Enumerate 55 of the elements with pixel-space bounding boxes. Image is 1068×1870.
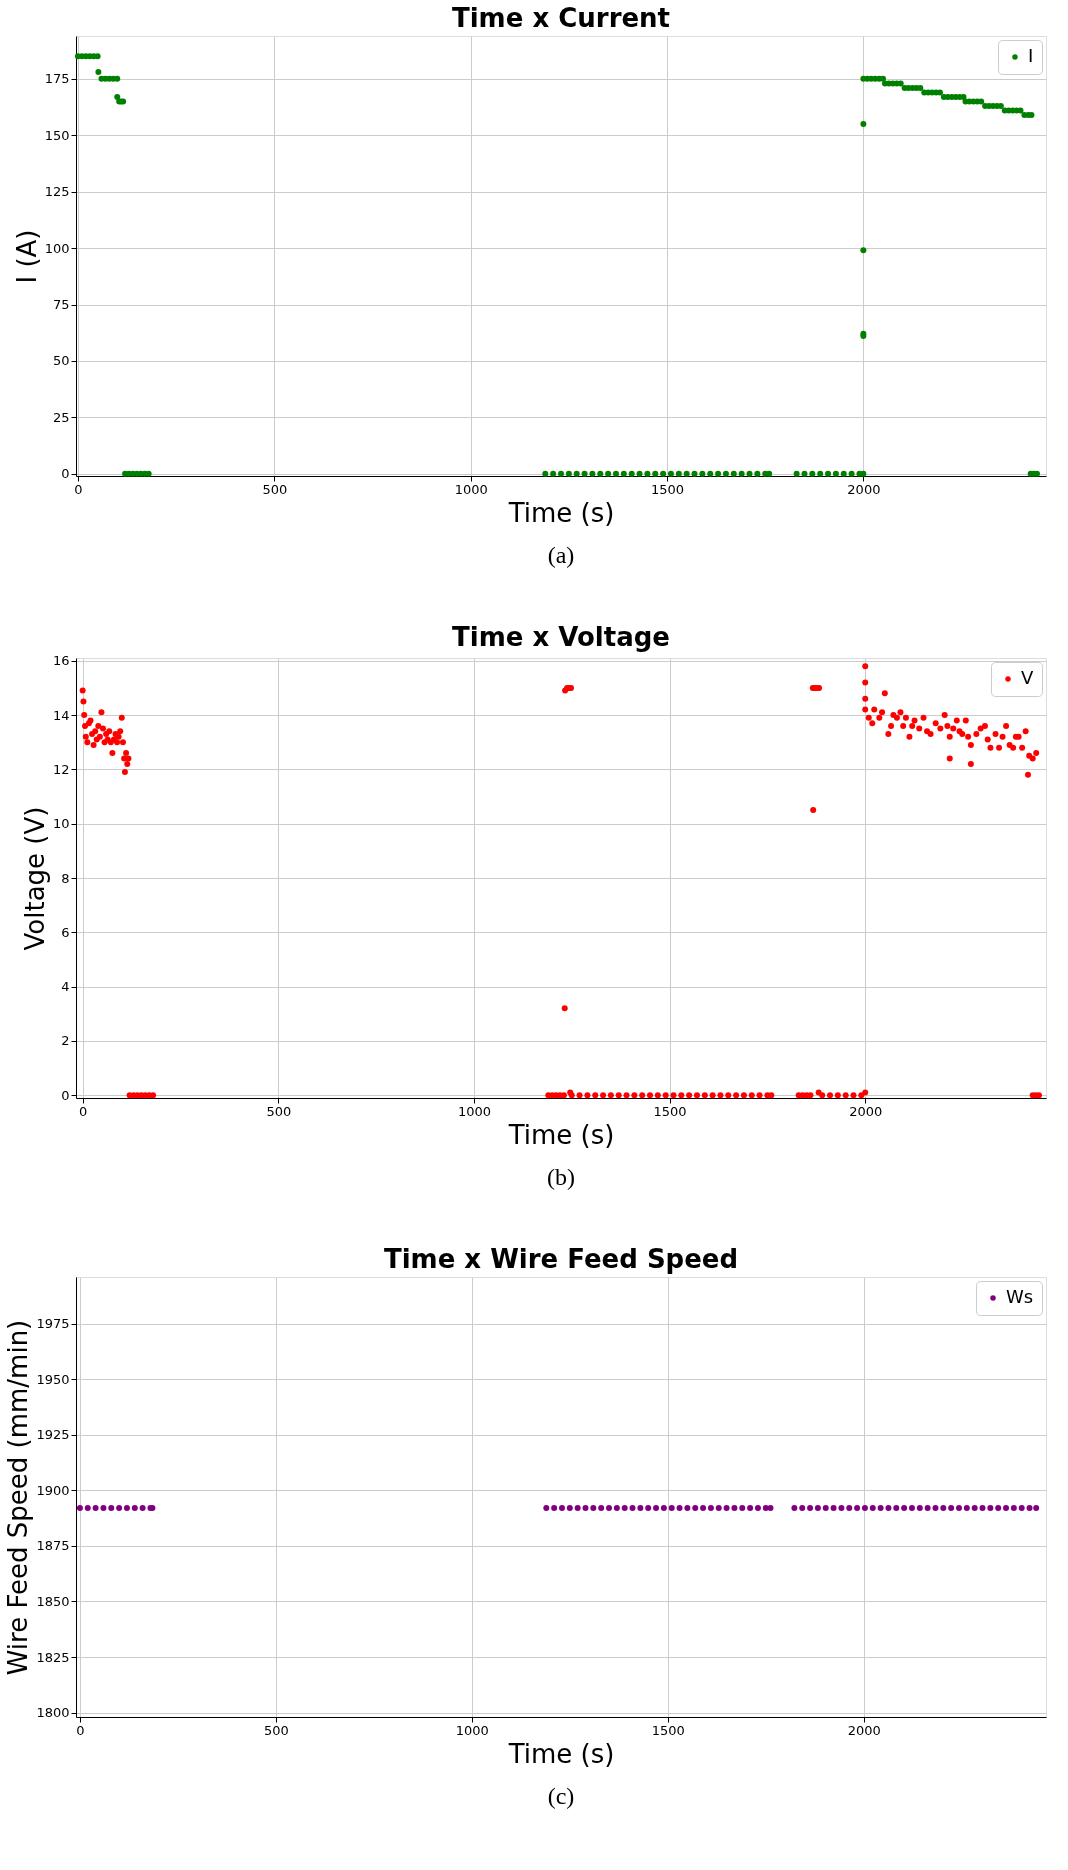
y-tick-label: 6: [61, 924, 70, 940]
y-tick-label: 1800: [36, 1705, 70, 1721]
x-tick-label: 0: [76, 1722, 85, 1738]
text: I: [1028, 45, 1034, 66]
y-tick-label: 125: [44, 184, 70, 200]
x-tick-label: 1000: [457, 1103, 491, 1119]
y-tick-label: 175: [44, 71, 70, 87]
x-tick-label: 1500: [651, 1722, 685, 1738]
y-tick-label: 4: [61, 979, 70, 995]
y-tick-label: 100: [44, 240, 70, 256]
y-tick-label: 1850: [36, 1593, 70, 1609]
y-axis-title: Voltage (V): [19, 806, 50, 951]
y-tick-label: 0: [61, 1087, 70, 1103]
x-tick-label: 0: [79, 1103, 88, 1119]
y-tick-label: 1825: [36, 1649, 70, 1665]
x-tick-label: 1500: [650, 481, 685, 497]
x-axis-title: Time (s): [507, 497, 615, 528]
y-tick-label: 8: [61, 870, 70, 886]
x-tick-label: 2000: [847, 1722, 881, 1738]
y-tick-label: 75: [52, 297, 70, 313]
y-tick-label: 150: [44, 127, 70, 143]
y-tick-label: 1875: [36, 1538, 70, 1554]
chart-title: Time x Current: [451, 3, 671, 33]
x-tick-label: 1500: [653, 1103, 687, 1119]
x-tick-label: 500: [263, 1722, 289, 1738]
y-tick-label: 1950: [36, 1371, 70, 1387]
x-tick-label: 1000: [455, 1722, 489, 1738]
y-tick-label: 25: [52, 409, 70, 425]
y-tick-label: 1925: [36, 1427, 70, 1443]
x-tick-label: 500: [266, 1103, 292, 1119]
text: (b): [547, 1164, 575, 1190]
x-tick-label: 2000: [849, 1103, 883, 1119]
y-tick-label: 2: [61, 1033, 70, 1049]
x-tick-label: 2000: [847, 481, 881, 497]
y-tick-label: 1975: [36, 1316, 70, 1332]
y-tick-label: 12: [52, 761, 70, 777]
y-axis-title: Wire Feed Speed (mm/min): [3, 1319, 34, 1676]
x-axis-title: Time (s): [507, 1119, 615, 1150]
y-tick-label: 14: [52, 707, 70, 723]
chart-title: Time x Voltage: [452, 621, 670, 652]
x-tick-label: 500: [262, 481, 288, 497]
x-tick-label: 1000: [454, 481, 488, 497]
text: V: [1021, 667, 1034, 688]
text: (c): [547, 1783, 575, 1809]
y-tick-label: 1900: [36, 1482, 70, 1498]
y-axis-title: I (A): [11, 229, 42, 284]
y-tick-label: 50: [52, 353, 70, 369]
y-tick-label: 0: [61, 466, 70, 482]
y-tick-label: 16: [52, 653, 70, 669]
text: Ws: [1006, 1286, 1034, 1307]
y-tick-label: 10: [52, 816, 70, 832]
chart-title: Time x Wire Feed Speed: [383, 1244, 739, 1274]
text: (a): [547, 542, 575, 568]
x-axis-title: Time (s): [507, 1738, 615, 1769]
x-tick-label: 0: [74, 481, 83, 497]
